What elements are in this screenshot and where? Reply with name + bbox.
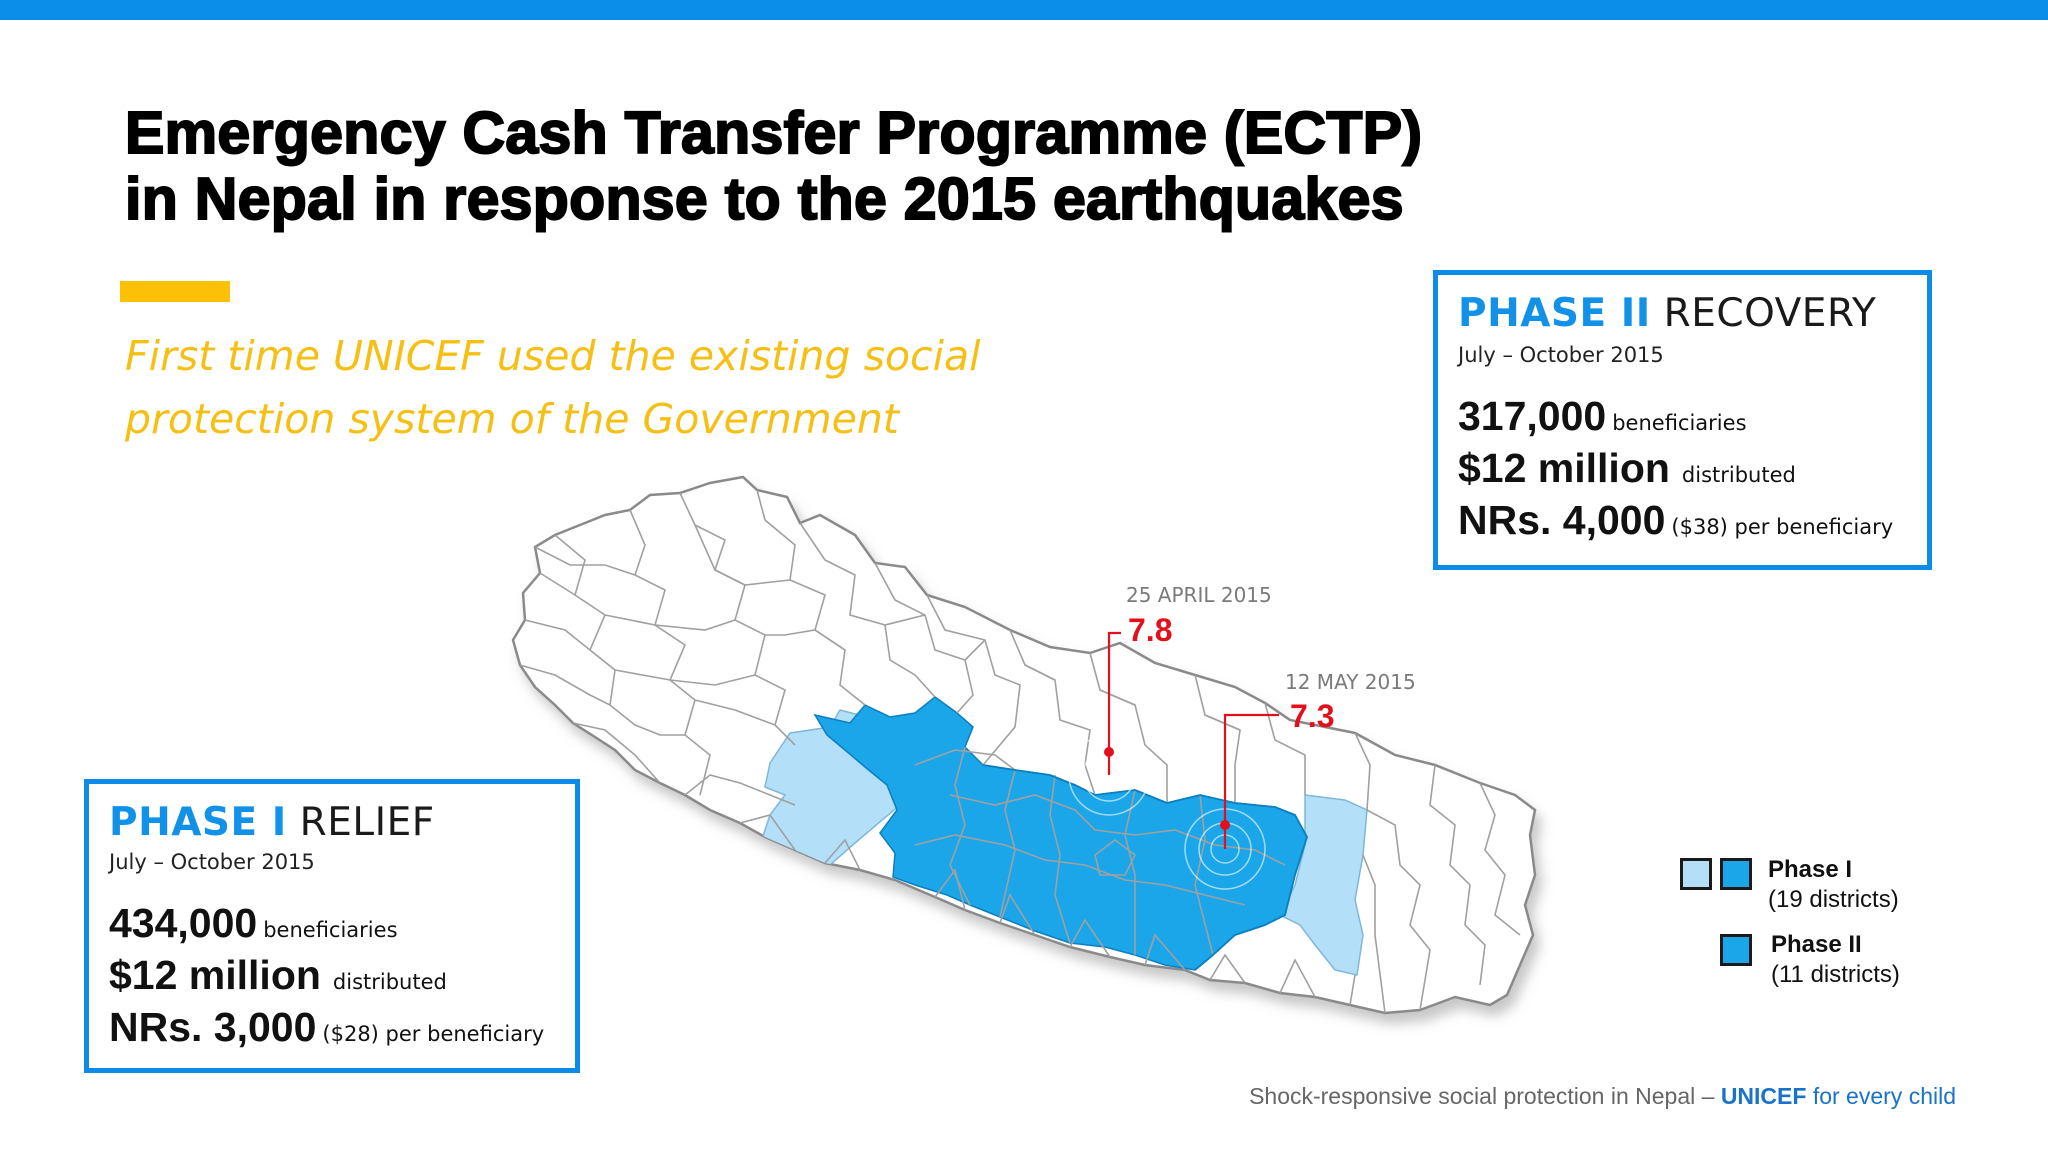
phase1-type: RELIEF <box>286 800 435 845</box>
legend-phase1-detail: (19 districts) <box>1768 886 1899 913</box>
footer-text: Shock-responsive social protection in Ne… <box>1249 1083 1721 1109</box>
top-accent-bar <box>0 0 2048 20</box>
footer-brand: UNICEF <box>1720 1083 1807 1109</box>
phase2-dates: July – October 2015 <box>1458 343 1664 367</box>
phase1-per-beneficiary: NRs. 3,000 ($28) per beneficiary <box>109 1004 544 1051</box>
yellow-accent-bar <box>120 281 230 302</box>
phase1-per-value: NRs. 3,000 <box>109 1004 317 1050</box>
slide-title: Emergency Cash Transfer Programme (ECTP)… <box>124 99 1825 233</box>
phase1-label: PHASE I <box>109 800 287 845</box>
earthquake-1-date: 25 APRIL 2015 <box>1126 583 1272 607</box>
epicenter-1-dot <box>1104 747 1114 757</box>
legend-phase2: Phase II (11 districts) <box>1771 930 1900 990</box>
nepal-map-svg <box>511 475 1537 1015</box>
phase1-beneficiaries: 434,000 beneficiaries <box>109 900 398 947</box>
phase1-heading: PHASE I RELIEF <box>109 800 435 845</box>
legend-phase1-dark-swatch <box>1720 858 1752 890</box>
footer-tagline: for every child <box>1806 1083 1956 1109</box>
nepal-outline <box>511 475 1537 1015</box>
legend-phase1: Phase I (19 districts) <box>1768 855 1899 915</box>
earthquake-2-date: 12 MAY 2015 <box>1285 670 1416 694</box>
phase2-beneficiaries-value: 317,000 <box>1458 393 1607 439</box>
nepal-district-map <box>495 465 1555 1065</box>
phase2-beneficiaries: 317,000 beneficiaries <box>1458 393 1747 440</box>
phase2-label: PHASE II <box>1458 291 1651 336</box>
phase1-light-east <box>1278 794 1368 976</box>
leader-line-2 <box>1223 713 1279 849</box>
legend-phase1-light-swatch <box>1680 858 1712 890</box>
earthquake-1-magnitude: 7.8 <box>1128 612 1173 648</box>
legend-phase2-swatch <box>1720 934 1752 966</box>
phase2-per-value: NRs. 4,000 <box>1458 497 1666 543</box>
phase2-recovery-box: PHASE II RECOVERY July – October 2015 31… <box>1433 270 1932 570</box>
phase2-type: RECOVERY <box>1650 291 1877 336</box>
legend-phase2-detail: (11 districts) <box>1771 961 1900 988</box>
phase2-border <box>982 764 1308 971</box>
phase1-amount: $12 million distributed <box>109 952 447 999</box>
map-legend: Phase I (19 districts) Phase II (11 dist… <box>1680 855 1920 1005</box>
legend-phase1-label: Phase I <box>1768 856 1853 883</box>
phase1-amount-value: $12 million <box>109 952 321 998</box>
phase2-per-label: ($38) per beneficiary <box>1671 515 1894 539</box>
legend-phase2-label: Phase II <box>1771 931 1862 958</box>
phase2-per-beneficiary: NRs. 4,000 ($38) per beneficiary <box>1458 497 1893 544</box>
phase2-heading: PHASE II RECOVERY <box>1458 291 1876 336</box>
phase1-relief-box: PHASE I RELIEF July – October 2015 434,0… <box>84 779 580 1073</box>
phase1-per-label: ($28) per beneficiary <box>322 1022 545 1046</box>
phase1-beneficiaries-value: 434,000 <box>109 900 258 946</box>
title-line-1: Emergency Cash Transfer Programme (ECTP) <box>124 99 1423 167</box>
phase2-amount: $12 million distributed <box>1458 445 1796 492</box>
phase2-beneficiaries-label: beneficiaries <box>1612 411 1747 435</box>
phase2-amount-value: $12 million <box>1458 445 1670 491</box>
epicenter-2-dot <box>1220 820 1230 830</box>
title-line-2: in Nepal in response to the 2015 earthqu… <box>124 165 1405 233</box>
slide-footer: Shock-responsive social protection in Ne… <box>1249 1083 1956 1110</box>
phase1-amount-label: distributed <box>332 970 447 994</box>
affected-districts <box>759 696 1368 976</box>
phase1-dates: July – October 2015 <box>109 850 315 874</box>
phase1-beneficiaries-label: beneficiaries <box>263 918 398 942</box>
phase2-amount-label: distributed <box>1681 463 1796 487</box>
subtitle-line-2: protection system of the Government <box>125 395 899 443</box>
subtitle-line-1: First time UNICEF used the existing soci… <box>125 332 981 380</box>
earthquake-2-magnitude: 7.3 <box>1290 698 1335 734</box>
subtitle: First time UNICEF used the existing soci… <box>125 325 1025 451</box>
district-boundaries <box>519 489 1521 1013</box>
leader-line-1 <box>1107 631 1121 775</box>
